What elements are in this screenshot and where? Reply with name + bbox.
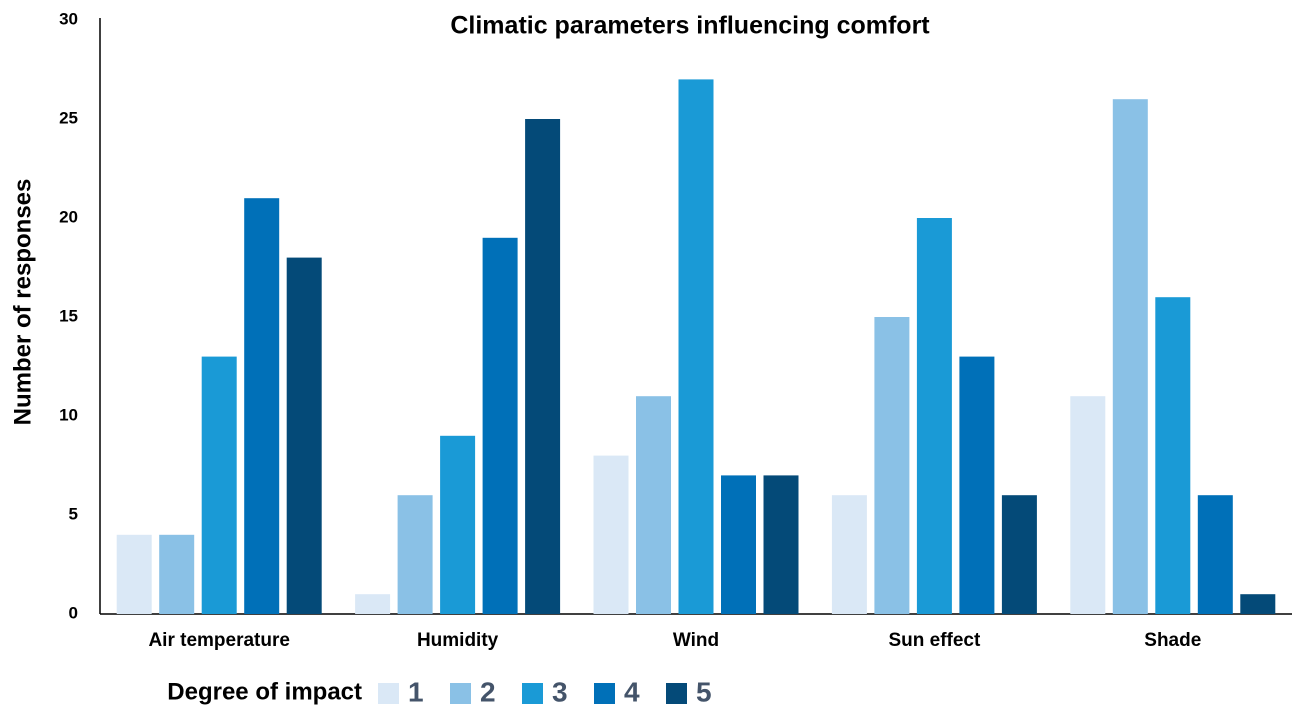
legend-swatch — [594, 683, 615, 704]
legend-label: 1 — [408, 676, 424, 707]
y-tick-label: 10 — [59, 405, 78, 424]
bar — [482, 237, 518, 615]
bar — [636, 396, 671, 614]
legend-swatch — [666, 683, 687, 704]
bar — [244, 198, 280, 614]
legend-swatch — [522, 683, 543, 704]
x-tick-label: Shade — [1144, 630, 1201, 651]
bar — [355, 594, 391, 614]
bar — [874, 317, 910, 614]
y-tick-label: 5 — [69, 504, 78, 523]
bar — [1070, 396, 1106, 614]
bar — [1197, 495, 1233, 614]
legend-label: 5 — [696, 676, 712, 707]
bar — [286, 257, 322, 614]
bar — [525, 119, 561, 614]
y-tick-label: 20 — [59, 207, 78, 226]
y-tick-label: 0 — [69, 603, 78, 622]
y-tick-label: 15 — [59, 306, 78, 325]
bar — [201, 356, 237, 614]
legend-label: 2 — [480, 676, 496, 707]
bar — [1001, 495, 1037, 614]
legend-swatch — [450, 683, 471, 704]
bar — [1112, 99, 1148, 614]
bar — [1155, 297, 1191, 614]
y-tick-label: 25 — [59, 108, 78, 127]
x-tick-label: Air temperature — [148, 630, 290, 651]
y-axis-title: Number of responses — [9, 179, 36, 426]
bar — [159, 534, 195, 614]
bar — [397, 495, 433, 614]
bar — [763, 475, 799, 614]
legend-title: Degree of impact — [167, 678, 362, 705]
bar — [721, 475, 756, 614]
legend-label: 3 — [552, 676, 568, 707]
x-tick-label: Wind — [673, 630, 719, 651]
bar — [678, 79, 714, 614]
bar — [831, 495, 867, 614]
y-tick-label: 30 — [59, 9, 78, 28]
legend-label: 4 — [624, 676, 640, 707]
bar — [916, 218, 952, 614]
x-tick-label: Sun effect — [888, 630, 981, 651]
bar — [116, 534, 152, 614]
bar — [959, 356, 995, 614]
chart-title: Climatic parameters influencing comfort — [450, 12, 930, 40]
bar — [440, 435, 476, 614]
bar — [593, 455, 629, 614]
bar — [1240, 594, 1276, 614]
x-tick-label: Humidity — [417, 630, 499, 651]
legend-swatch — [378, 683, 399, 704]
